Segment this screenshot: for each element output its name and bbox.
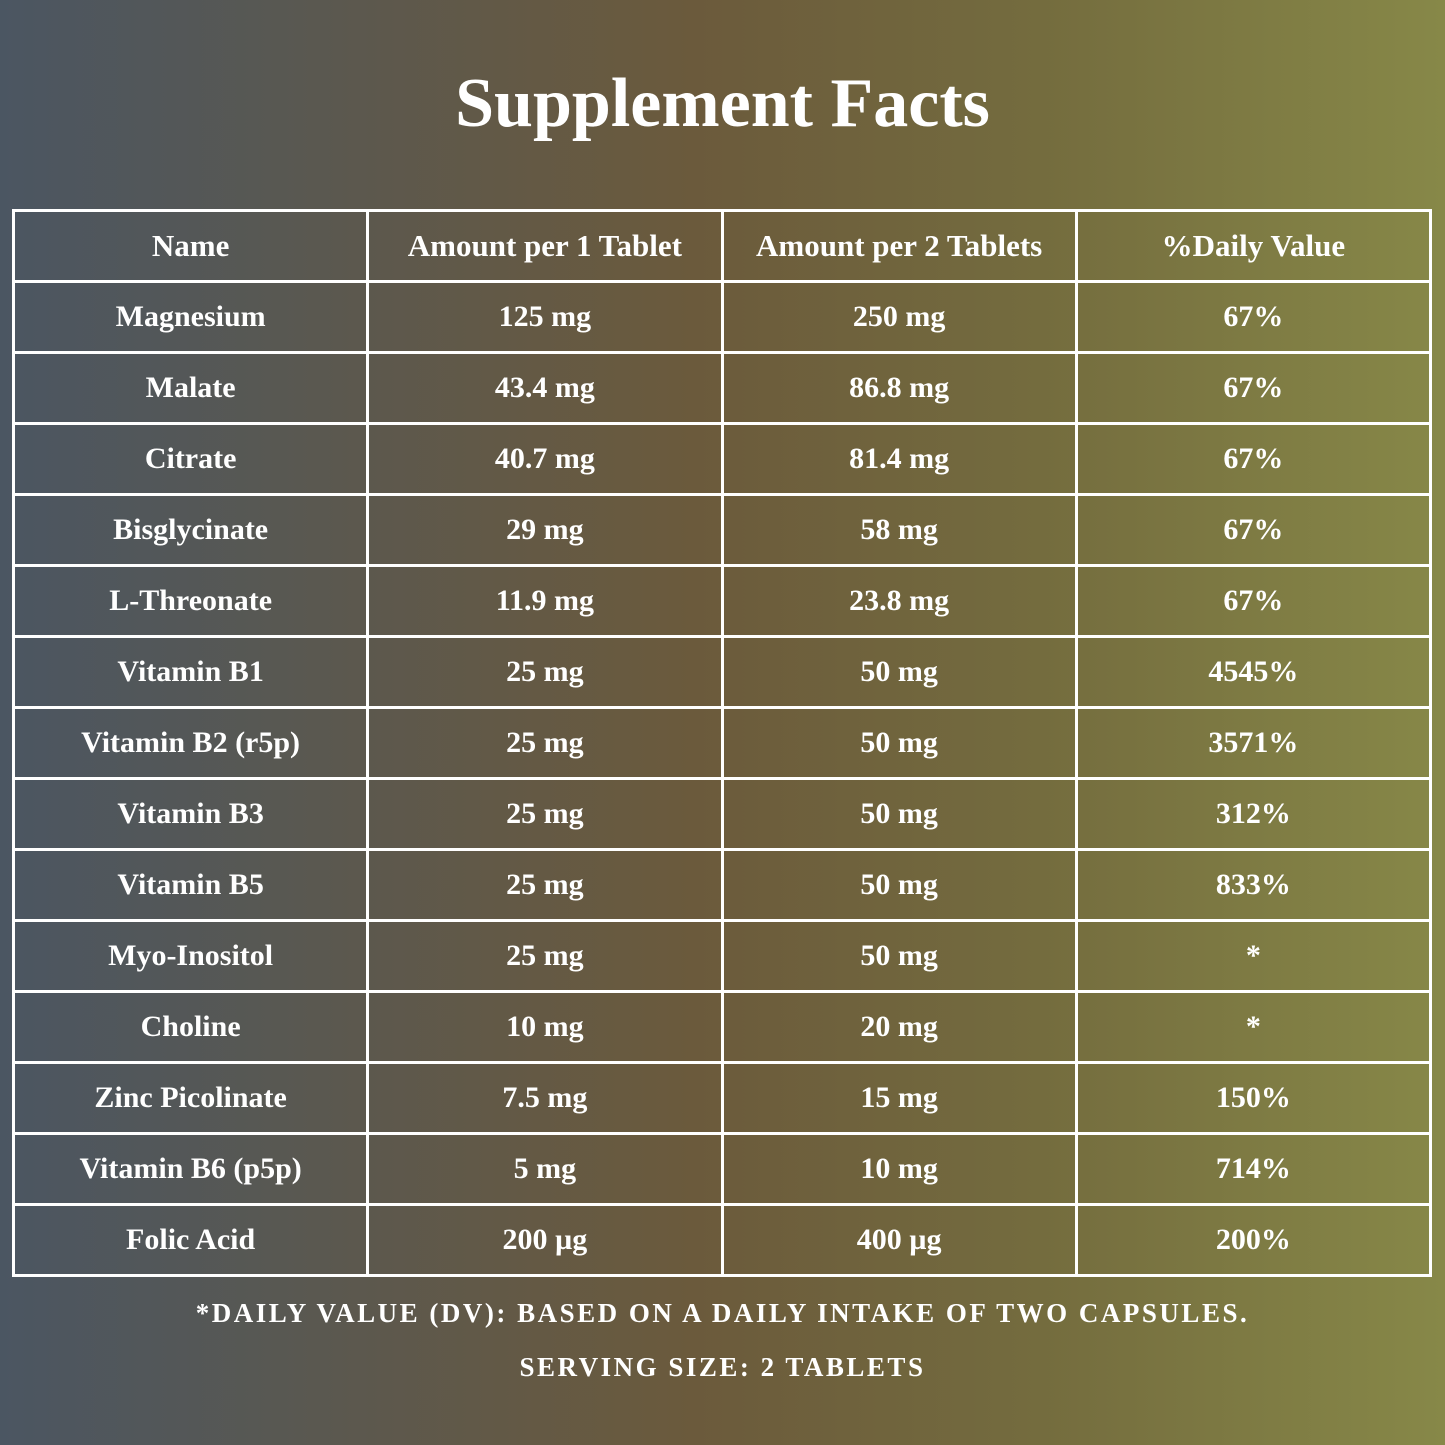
column-header-amount-2-tablets: Amount per 2 Tablets <box>720 209 1078 283</box>
amount-1-tablet: 125 mg <box>366 280 724 354</box>
amount-1-tablet: 25 mg <box>366 706 724 780</box>
table-row: Folic Acid 200 µg 400 µg 200% <box>11 1203 1433 1277</box>
amount-2-tablets: 58 mg <box>720 493 1078 567</box>
daily-value: 67% <box>1074 351 1433 425</box>
amount-2-tablets: 50 mg <box>720 777 1078 851</box>
amount-2-tablets: 50 mg <box>720 848 1078 922</box>
nutrient-name: Citrate <box>11 422 370 496</box>
nutrient-name: Bisglycinate <box>11 493 370 567</box>
serving-size-note: SERVING SIZE: 2 TABLETS <box>519 1352 926 1382</box>
table-row: L-Threonate 11.9 mg 23.8 mg 67% <box>11 564 1433 638</box>
amount-1-tablet: 43.4 mg <box>366 351 724 425</box>
daily-value: * <box>1074 990 1433 1064</box>
daily-value-footnote: *DAILY VALUE (DV): BASED ON A DAILY INTA… <box>195 1298 1250 1328</box>
daily-value: 67% <box>1074 280 1433 354</box>
daily-value: 833% <box>1074 848 1433 922</box>
amount-1-tablet: 5 mg <box>366 1132 724 1206</box>
nutrient-name: Folic Acid <box>11 1203 370 1277</box>
amount-2-tablets: 15 mg <box>720 1061 1078 1135</box>
amount-1-tablet: 25 mg <box>366 635 724 709</box>
table-row: Zinc Picolinate 7.5 mg 15 mg 150% <box>11 1061 1433 1135</box>
amount-2-tablets: 50 mg <box>720 706 1078 780</box>
nutrient-name: Zinc Picolinate <box>11 1061 370 1135</box>
table-row: Vitamin B5 25 mg 50 mg 833% <box>11 848 1433 922</box>
amount-1-tablet: 40.7 mg <box>366 422 724 496</box>
table-header-row: Name Amount per 1 Tablet Amount per 2 Ta… <box>11 209 1433 283</box>
daily-value: 4545% <box>1074 635 1433 709</box>
daily-value: 200% <box>1074 1203 1433 1277</box>
daily-value: 150% <box>1074 1061 1433 1135</box>
nutrient-name: Magnesium <box>11 280 370 354</box>
amount-2-tablets: 250 mg <box>720 280 1078 354</box>
amount-2-tablets: 50 mg <box>720 919 1078 993</box>
table-row: Vitamin B6 (p5p) 5 mg 10 mg 714% <box>11 1132 1433 1206</box>
amount-2-tablets: 86.8 mg <box>720 351 1078 425</box>
table-row: Myo-Inositol 25 mg 50 mg * <box>11 919 1433 993</box>
nutrient-name: Vitamin B1 <box>11 635 370 709</box>
table-row: Citrate 40.7 mg 81.4 mg 67% <box>11 422 1433 496</box>
nutrient-name: Vitamin B3 <box>11 777 370 851</box>
daily-value: 312% <box>1074 777 1433 851</box>
nutrient-name: Vitamin B2 (r5p) <box>11 706 370 780</box>
daily-value: 3571% <box>1074 706 1433 780</box>
column-header-daily-value: %Daily Value <box>1074 209 1433 283</box>
table-row: Vitamin B2 (r5p) 25 mg 50 mg 3571% <box>11 706 1433 780</box>
column-header-name: Name <box>11 209 370 283</box>
daily-value: 67% <box>1074 564 1433 638</box>
table-row: Choline 10 mg 20 mg * <box>11 990 1433 1064</box>
amount-1-tablet: 25 mg <box>366 848 724 922</box>
amount-1-tablet: 29 mg <box>366 493 724 567</box>
nutrient-name: Myo-Inositol <box>11 919 370 993</box>
table-row: Malate 43.4 mg 86.8 mg 67% <box>11 351 1433 425</box>
daily-value: * <box>1074 919 1433 993</box>
daily-value: 67% <box>1074 422 1433 496</box>
amount-1-tablet: 200 µg <box>366 1203 724 1277</box>
table-row: Vitamin B1 25 mg 50 mg 4545% <box>11 635 1433 709</box>
amount-1-tablet: 25 mg <box>366 919 724 993</box>
table-row: Magnesium 125 mg 250 mg 67% <box>11 280 1433 354</box>
nutrient-name: Malate <box>11 351 370 425</box>
nutrient-name: Choline <box>11 990 370 1064</box>
page-title: Supplement Facts <box>455 65 990 142</box>
amount-2-tablets: 10 mg <box>720 1132 1078 1206</box>
nutrient-name: Vitamin B6 (p5p) <box>11 1132 370 1206</box>
supplement-facts-table: Name Amount per 1 Tablet Amount per 2 Ta… <box>11 209 1433 1277</box>
daily-value: 714% <box>1074 1132 1433 1206</box>
column-header-amount-1-tablet: Amount per 1 Tablet <box>366 209 724 283</box>
amount-2-tablets: 20 mg <box>720 990 1078 1064</box>
amount-1-tablet: 11.9 mg <box>366 564 724 638</box>
table-row: Bisglycinate 29 mg 58 mg 67% <box>11 493 1433 567</box>
nutrient-name: Vitamin B5 <box>11 848 370 922</box>
daily-value: 67% <box>1074 493 1433 567</box>
amount-2-tablets: 50 mg <box>720 635 1078 709</box>
nutrient-name: L-Threonate <box>11 564 370 638</box>
amount-2-tablets: 81.4 mg <box>720 422 1078 496</box>
amount-1-tablet: 7.5 mg <box>366 1061 724 1135</box>
amount-2-tablets: 23.8 mg <box>720 564 1078 638</box>
table-row: Vitamin B3 25 mg 50 mg 312% <box>11 777 1433 851</box>
amount-1-tablet: 10 mg <box>366 990 724 1064</box>
amount-2-tablets: 400 µg <box>720 1203 1078 1277</box>
amount-1-tablet: 25 mg <box>366 777 724 851</box>
